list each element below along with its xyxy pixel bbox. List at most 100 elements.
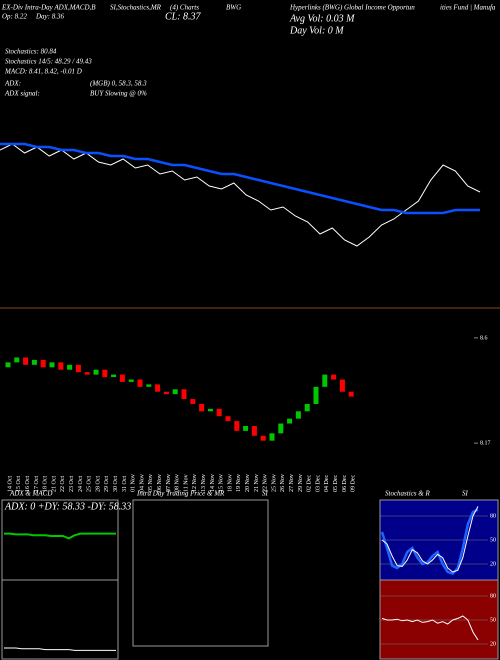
x-tick-label: 30 Oct — [113, 476, 119, 492]
header-text: Day: 8.36 — [35, 13, 64, 21]
x-tick-label: 29 Nov — [298, 474, 304, 492]
header-text: ities Fund | Manufa — [440, 4, 496, 12]
x-tick-label: 28 Oct — [95, 476, 101, 492]
candle — [190, 399, 196, 404]
candle — [348, 391, 354, 397]
header-text: EX-Div Intra-Day ADX,MACD,B — [1, 4, 96, 12]
x-tick-label: 06 Nov — [157, 474, 163, 492]
candle — [23, 357, 29, 365]
candle — [172, 389, 178, 395]
candle — [181, 389, 187, 400]
x-tick-label: 17 Oct — [34, 476, 40, 492]
header-text: SI,Stochastics,MR — [110, 4, 162, 12]
candle — [119, 374, 125, 382]
x-tick-label: 25 Nov — [271, 474, 277, 492]
candle — [137, 379, 143, 387]
header-text: Stochastics: 80.84 — [5, 48, 57, 56]
y-tick-label: 80 — [490, 513, 496, 519]
day-volume: Day Vol: 0 M — [289, 25, 344, 36]
candle — [84, 372, 90, 375]
panel — [132, 499, 269, 647]
x-tick-label: 29 Oct — [104, 476, 110, 492]
candle — [278, 423, 284, 434]
panel-title: SI — [262, 490, 269, 498]
candle — [243, 425, 249, 431]
x-tick-label: 01 Nov — [131, 474, 137, 492]
x-tick-label: 13 Nov — [201, 474, 207, 492]
candle — [251, 425, 257, 436]
header-text: BWG — [226, 4, 241, 12]
x-tick-label: 07 Nov — [166, 474, 172, 492]
y-tick-label: 8.17 — [480, 440, 491, 446]
header-text: MACD: 8.41, 8.42, -0.01 D — [4, 68, 82, 76]
x-tick-label: 19 Nov — [236, 474, 242, 492]
candle — [225, 416, 231, 422]
rsi-line — [381, 615, 479, 641]
x-tick-label: 23 Oct — [69, 476, 75, 492]
header-text: ADX signal: — [4, 90, 40, 98]
x-tick-label: 14 Nov — [210, 474, 216, 492]
x-tick-label: 18 Nov — [227, 474, 233, 492]
avg-volume: Avg Vol: 0.03 M — [289, 13, 355, 24]
x-tick-label: 04 Nov — [139, 474, 145, 492]
candle — [5, 362, 11, 368]
candle — [295, 411, 301, 419]
adx-line — [4, 532, 116, 540]
stochastic-line — [381, 506, 479, 573]
panel-title: Stochastics & R — [385, 490, 430, 498]
candle — [75, 364, 81, 373]
candle — [331, 374, 337, 380]
candle — [67, 364, 73, 370]
x-tick-label: 18 Oct — [43, 476, 49, 492]
x-tick-label: 12 Nov — [192, 474, 198, 492]
candle — [287, 418, 293, 424]
candle — [102, 369, 108, 378]
y-tick-label: 50 — [490, 537, 496, 543]
x-tick-label: 06 Dec — [342, 475, 348, 492]
x-tick-label: 15 Oct — [16, 476, 22, 492]
candle — [111, 374, 117, 378]
candle — [339, 379, 345, 392]
candle — [234, 421, 240, 431]
candle — [269, 433, 275, 441]
x-tick-label: 04 Dec — [324, 475, 330, 492]
x-tick-label: 26 Nov — [280, 474, 286, 492]
header-text: (4) Charts — [170, 4, 199, 12]
x-tick-label: 11 Nov — [183, 474, 189, 492]
candle — [49, 362, 55, 368]
x-tick-label: 24 Oct — [78, 476, 84, 492]
x-tick-label: 14 Oct — [7, 476, 13, 492]
candle — [260, 435, 266, 441]
candle — [216, 408, 222, 417]
panel-label: ADX: 0 +DY: 58.33 -DY: 58.33 — [4, 501, 131, 512]
candle — [58, 362, 64, 370]
candle — [207, 408, 213, 412]
candle — [322, 374, 328, 387]
candle — [163, 391, 169, 395]
x-tick-label: 09 Dec — [351, 475, 357, 492]
candle — [155, 384, 161, 392]
header-text: Stochastics 14/5: 48.29 / 49.43 — [5, 58, 92, 66]
stochastic-line — [380, 508, 479, 576]
x-tick-label: 22 Oct — [60, 476, 66, 492]
x-tick-label: 21 Oct — [51, 476, 57, 492]
candle — [93, 369, 99, 375]
panel-title: Intra Day Trading Price & MR — [136, 490, 225, 498]
header-text: (MGB) 0, 58.3, 58.3 — [90, 80, 147, 88]
candle — [313, 386, 319, 404]
x-tick-label: 08 Nov — [175, 474, 181, 492]
candle — [40, 359, 46, 368]
x-tick-label: 22 Nov — [263, 474, 269, 492]
y-tick-label: 20 — [490, 641, 496, 647]
x-tick-label: 16 Oct — [25, 476, 31, 492]
candle — [199, 403, 205, 412]
x-tick-label: 31 Oct — [122, 476, 128, 492]
x-tick-label: 05 Nov — [148, 474, 154, 492]
y-tick-label: 8.6 — [480, 335, 488, 341]
candle — [146, 384, 152, 387]
x-tick-label: 21 Nov — [254, 474, 260, 492]
x-tick-label: 27 Nov — [289, 474, 295, 492]
macd-line — [4, 647, 116, 651]
x-tick-label: 05 Dec — [333, 475, 339, 492]
